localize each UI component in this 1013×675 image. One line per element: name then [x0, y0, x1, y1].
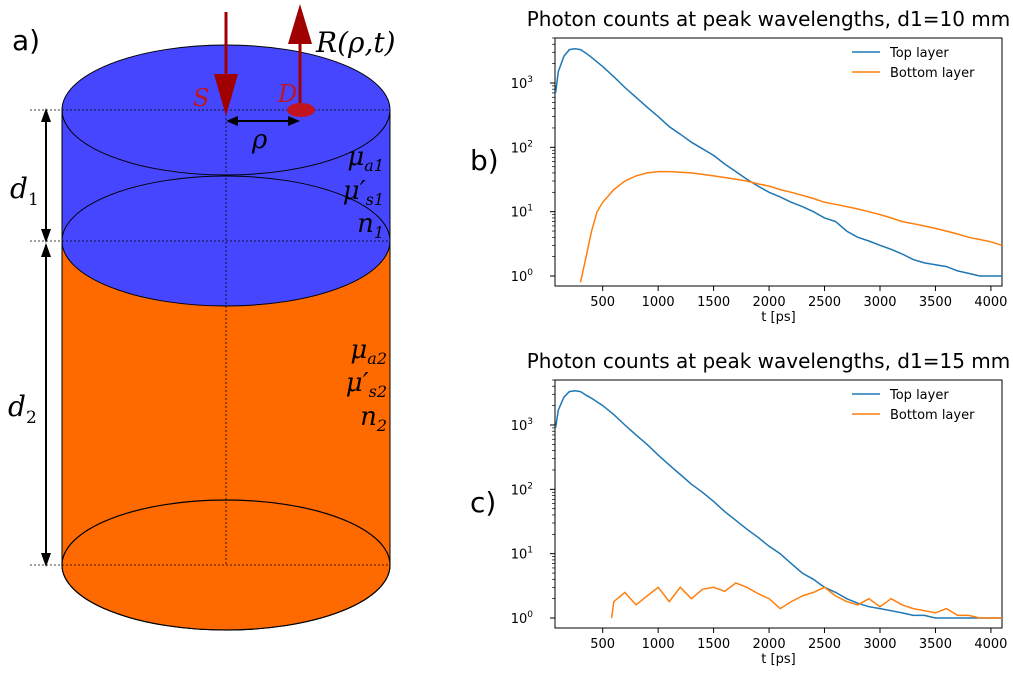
y-tick-exponent: 2	[527, 139, 533, 149]
reflectance-label: R(ρ,t)	[315, 26, 396, 59]
y-tick-exponent: 3	[527, 417, 533, 427]
chart-title: Photon counts at peak wavelengths, d1=10…	[527, 7, 1011, 31]
source-arrow	[214, 12, 238, 116]
y-tick-base: 10	[511, 206, 528, 221]
legend-label: Bottom layer	[890, 408, 975, 423]
x-tick-label: 1000	[642, 637, 675, 652]
x-tick-label: 1500	[697, 295, 730, 310]
y-tick-label: 102	[511, 139, 533, 156]
y-tick-base: 10	[511, 548, 528, 563]
y-tick-label: 100	[511, 268, 534, 285]
y-tick-exponent: 1	[527, 546, 533, 556]
y-tick-base: 10	[511, 270, 528, 285]
y-tick-label: 101	[511, 546, 533, 563]
series-line-top-layer	[554, 48, 1002, 277]
plot-frame	[554, 37, 1003, 287]
chart-title: Photon counts at peak wavelengths, d1=15…	[527, 349, 1011, 373]
y-tick-base: 10	[511, 483, 528, 498]
x-tick-label: 2500	[808, 637, 841, 652]
y-tick-base: 10	[511, 612, 528, 627]
source-label: S	[193, 84, 209, 112]
y-tick-exponent: 0	[527, 610, 533, 620]
legend-label: Bottom layer	[890, 66, 975, 81]
x-tick-label: 500	[590, 295, 615, 310]
x-tick-label: 4000	[974, 295, 1007, 310]
y-tick-base: 10	[511, 419, 528, 434]
y-tick-exponent: 0	[527, 268, 533, 278]
x-tick-label: 3000	[863, 295, 896, 310]
x-axis-label: t [ps]	[761, 652, 795, 667]
x-tick-label: 1000	[642, 295, 675, 310]
panel-a-label: a)	[12, 24, 40, 57]
plot-frame	[554, 379, 1003, 629]
series-line-bottom-layer	[610, 582, 1002, 619]
y-tick-label: 101	[511, 204, 533, 221]
chart-b: Photon counts at peak wavelengths, d1=10…	[511, 7, 1011, 325]
detector-arrow	[287, 4, 315, 117]
thickness-d1-arrow	[30, 108, 62, 243]
x-tick-label: 2500	[808, 295, 841, 310]
panel-b: b) Photon counts at peak wavelengths, d1…	[470, 7, 1010, 325]
y-tick-exponent: 1	[527, 204, 533, 214]
x-tick-label: 4000	[974, 637, 1007, 652]
panel-c-label: c)	[470, 486, 496, 519]
panel-b-label: b)	[470, 144, 499, 177]
x-tick-label: 2000	[753, 637, 786, 652]
thickness-d2-arrow	[30, 243, 62, 567]
y-tick-label: 102	[511, 481, 533, 498]
x-tick-label: 1500	[697, 637, 730, 652]
x-tick-label: 500	[590, 637, 615, 652]
y-tick-exponent: 2	[527, 481, 533, 491]
d2-label: d2	[8, 390, 37, 428]
panel-a: a) d1 d2	[8, 4, 396, 631]
y-tick-label: 103	[511, 417, 533, 434]
detector-label: D	[277, 80, 297, 108]
x-tick-label: 3500	[919, 637, 952, 652]
chart-c: Photon counts at peak wavelengths, d1=15…	[511, 349, 1011, 667]
y-tick-label: 103	[511, 75, 533, 92]
x-tick-label: 3500	[919, 295, 952, 310]
x-tick-label: 2000	[753, 295, 786, 310]
panel-c: c) Photon counts at peak wavelengths, d1…	[470, 349, 1010, 667]
legend-label: Top layer	[889, 388, 949, 403]
rho-arrow	[226, 116, 300, 126]
y-tick-base: 10	[511, 77, 528, 92]
series-line-bottom-layer	[579, 170, 1003, 283]
y-tick-base: 10	[511, 141, 528, 156]
legend-label: Top layer	[889, 46, 949, 61]
y-tick-label: 100	[511, 610, 534, 627]
y-tick-exponent: 3	[527, 75, 533, 85]
d1-label: d1	[10, 172, 39, 210]
series-line-top-layer	[554, 390, 1002, 619]
x-axis-label: t [ps]	[761, 310, 795, 325]
rho-label: ρ	[251, 125, 268, 155]
x-tick-label: 3000	[863, 637, 896, 652]
